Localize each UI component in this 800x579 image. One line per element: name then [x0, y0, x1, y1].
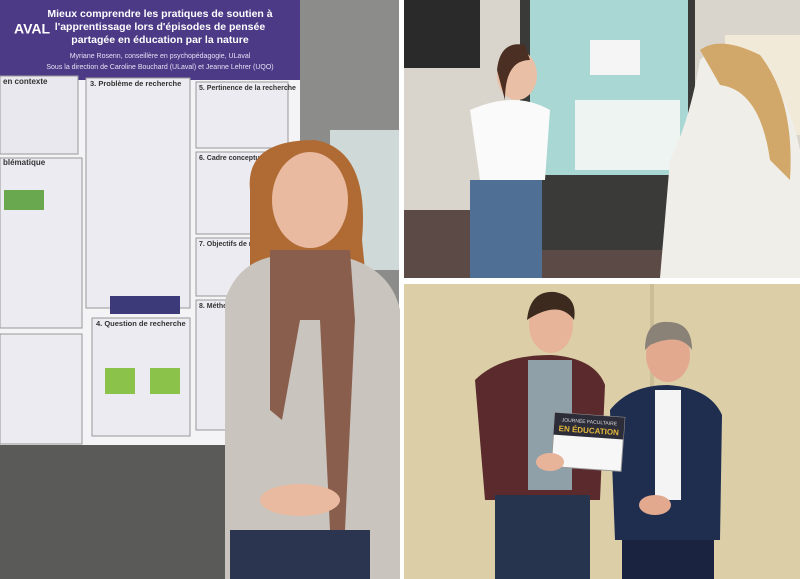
certificate-text: JOURNÉE FACULTAIRE: [562, 416, 618, 427]
poster-box: [85, 77, 191, 309]
poster-supervision: Sous la direction de Caroline Bouchard (…: [46, 64, 273, 71]
hand: [536, 453, 564, 471]
certificate-text: EN ÉDUCATION: [558, 424, 619, 437]
poster-section: 6. Cadre conceptuel anticipé: [199, 155, 294, 162]
poster-icon: [105, 368, 135, 394]
poster-box: [0, 75, 79, 155]
left-photo: AVAL Mieux comprendre les pratiques de s…: [0, 0, 400, 579]
poster-box: [195, 81, 289, 149]
poster-label: [110, 296, 180, 314]
face: [272, 152, 348, 248]
poster-logo: AVAL: [14, 21, 50, 37]
hands: [260, 484, 340, 516]
bottom-right-photo: JOURNÉE FACULTAIRE EN ÉDUCATION: [404, 284, 800, 579]
hair: [527, 291, 575, 320]
certificate: JOURNÉE FACULTAIRE EN ÉDUCATION: [550, 412, 626, 472]
poster-section: 3. Problème de recherche: [90, 79, 181, 88]
scarf: [270, 250, 355, 530]
shirt: [655, 390, 681, 500]
certificate-band: [553, 412, 625, 440]
shirt: [470, 100, 550, 180]
hands: [639, 495, 671, 515]
poster-chart: [575, 100, 680, 170]
hair: [497, 44, 530, 100]
poster-section: 8. Méthodo: [199, 303, 236, 310]
poster-section: 7. Objectifs de recherche: [199, 241, 282, 248]
poster-authors: Myriane Rosenn, conseillère en psychopéd…: [70, 53, 251, 60]
poster-figure: [590, 40, 640, 75]
poster-box: [0, 333, 83, 445]
trousers: [622, 540, 714, 579]
poster-title: partagée en éducation par la nature: [71, 34, 249, 46]
poster-title: Mieux comprendre les pratiques de soutie…: [47, 8, 272, 20]
poster-icon: [150, 368, 180, 394]
hair: [700, 43, 791, 180]
poster-section: 4. Question de recherche: [96, 319, 186, 328]
poster-section: 5. Pertinence de la recherche: [199, 85, 296, 92]
jeans: [230, 530, 370, 579]
poster-figure: [4, 190, 44, 210]
top-right-photo: [404, 0, 800, 278]
screen: [404, 0, 480, 68]
poster-section: blématique: [3, 158, 46, 167]
poster-section: en contexte: [3, 77, 48, 86]
poster-header: [0, 0, 300, 80]
poster-title: l'apprentissage lors d'épisodes de pensé…: [55, 21, 266, 33]
jeans: [495, 495, 590, 579]
jeans: [470, 180, 542, 278]
poster-box: [0, 157, 83, 329]
hair: [645, 321, 692, 350]
